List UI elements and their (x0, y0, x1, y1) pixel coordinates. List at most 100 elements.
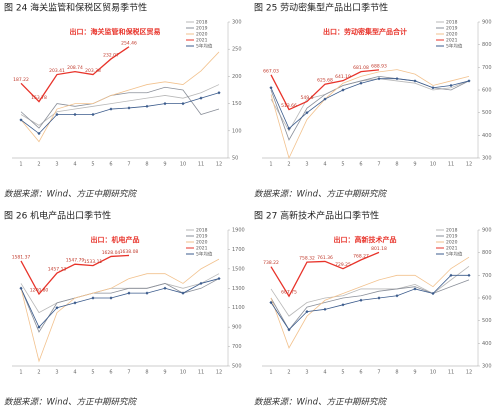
x-tick-label: 5 (341, 162, 344, 168)
x-tick-label: 10 (180, 162, 186, 168)
x-tick-label: 4 (73, 370, 76, 376)
legend-label: 2021 (446, 246, 458, 252)
series-line (20, 86, 220, 129)
legend-label: 5年均值 (446, 251, 463, 258)
legend-label: 2018 (196, 228, 208, 234)
marker (395, 77, 399, 81)
marker (323, 307, 327, 311)
data-label: 1638.08 (120, 249, 139, 255)
series-line (20, 258, 220, 363)
data-label: 688.93 (371, 63, 387, 69)
series-line (270, 69, 380, 111)
x-tick-label: 4 (73, 162, 76, 168)
y-tick-label: 500 (232, 364, 242, 370)
x-tick-label: 1 (19, 370, 22, 376)
x-tick-label: 6 (109, 162, 112, 168)
marker (287, 328, 291, 332)
marker (341, 88, 345, 92)
chart-title: 图 24 海关监管和保税区贸易季节性 (4, 2, 147, 14)
x-tick-label: 9 (163, 370, 166, 376)
marker (269, 300, 273, 305)
source-note: 数据来源：Wind、方正中期研究院 (4, 189, 138, 200)
marker (217, 276, 221, 281)
x-tick-label: 2 (287, 162, 290, 168)
legend-label: 2021 (196, 38, 208, 44)
chart-title: 图 25 劳动密集型产品出口季节性 (254, 2, 388, 14)
marker (163, 286, 167, 290)
y-tick-label: 100 (232, 128, 242, 134)
marker (127, 106, 131, 110)
y-tick-label: 700 (232, 344, 242, 350)
x-tick-label: 8 (145, 370, 148, 376)
data-label: 513.66 (281, 103, 297, 109)
series-line (270, 78, 470, 132)
y-tick-label: 400 (482, 341, 492, 347)
data-label: 607.75 (281, 290, 297, 296)
data-label: 232.07 (103, 52, 119, 58)
y-tick-label: 200 (232, 74, 242, 80)
y-tick-label: 800 (482, 250, 492, 256)
legend-label: 2019 (446, 26, 458, 32)
source-note: 数据来源：Wind、方正中期研究院 (4, 397, 138, 408)
marker (431, 86, 435, 90)
x-tick-label: 7 (377, 162, 380, 168)
data-label: 1581.37 (12, 254, 31, 260)
x-tick-label: 7 (127, 162, 130, 168)
y-tick-label: 900 (232, 325, 242, 331)
marker (323, 97, 327, 101)
annotation: 出口：海关监管和保税区贸易 (70, 27, 161, 36)
series-line (20, 273, 220, 314)
legend-label: 2018 (196, 20, 208, 26)
data-label: 1240.80 (30, 288, 49, 294)
x-tick-label: 2 (287, 370, 290, 376)
legend-label: 2021 (196, 246, 208, 252)
marker (467, 79, 471, 83)
legend-label: 2019 (196, 234, 208, 240)
source-note: 数据来源：Wind、方正中期研究院 (254, 397, 388, 408)
marker (269, 86, 273, 90)
annotation: 出口：劳动密集型产品合计 (323, 27, 407, 36)
marker (377, 77, 381, 81)
x-tick-label: 12 (466, 162, 472, 168)
series-line (270, 274, 469, 331)
x-tick-label: 4 (323, 370, 326, 376)
source-note: 数据来源：Wind、方正中期研究院 (254, 189, 388, 200)
data-label: 1547.79 (66, 258, 85, 264)
marker (413, 79, 417, 83)
x-tick-label: 3 (305, 162, 308, 168)
data-label: 729.25 (335, 262, 351, 268)
y-tick-label: 900 (482, 20, 492, 26)
x-tick-label: 6 (359, 370, 362, 376)
x-tick-label: 11 (448, 162, 454, 168)
x-tick-label: 12 (216, 370, 222, 376)
marker (199, 96, 203, 100)
data-label: 738.22 (263, 260, 279, 266)
data-label: 153.78 (31, 95, 47, 101)
series-line (270, 251, 380, 298)
x-tick-label: 9 (413, 370, 416, 376)
marker (431, 291, 435, 296)
y-tick-label: 800 (482, 42, 492, 48)
x-tick-label: 8 (395, 162, 398, 168)
data-label: 641.19 (335, 74, 351, 80)
x-tick-label: 8 (395, 370, 398, 376)
y-tick-label: 300 (482, 364, 492, 370)
marker (19, 286, 23, 290)
annotation: 出口：高新技术产品 (334, 235, 397, 244)
data-label: 254.46 (121, 40, 137, 46)
marker (395, 294, 399, 298)
data-label: 208.74 (67, 65, 83, 71)
y-tick-label: 600 (482, 296, 492, 302)
data-label: 768.27 (353, 253, 369, 259)
data-label: 667.03 (263, 68, 279, 74)
marker (305, 310, 309, 314)
x-tick-label: 1 (269, 370, 272, 376)
series-line (270, 256, 470, 349)
data-label: 203.38 (85, 68, 101, 74)
legend-label: 5年均值 (196, 43, 213, 50)
marker (91, 112, 95, 117)
marker (109, 107, 113, 111)
marker (55, 306, 59, 310)
y-tick-label: 500 (482, 110, 492, 116)
